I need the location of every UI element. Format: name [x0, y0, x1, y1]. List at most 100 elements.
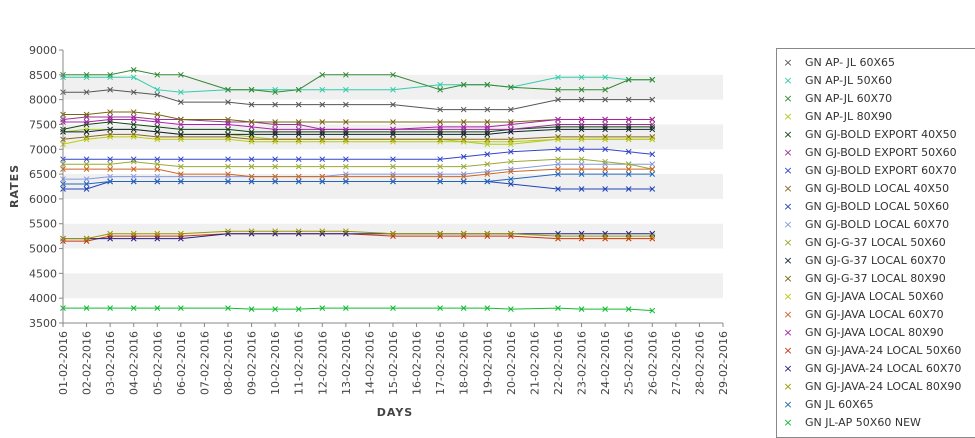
legend-label: GN GJ-BOLD EXPORT 50X60	[805, 145, 957, 159]
data-point	[272, 163, 278, 170]
series-line	[63, 158, 653, 170]
legend-item: × GN AP-JL 60X70	[783, 89, 892, 107]
data-point	[437, 156, 443, 163]
data-point	[272, 119, 278, 125]
data-point	[248, 119, 255, 125]
data-point	[107, 86, 113, 93]
data-point	[437, 305, 443, 311]
legend-label: GN GJ-JAVA-24 LOCAL 80X90	[805, 379, 962, 393]
data-point	[272, 121, 278, 128]
data-point	[390, 178, 396, 185]
data-point	[130, 305, 137, 311]
data-point	[295, 230, 302, 237]
data-point	[649, 166, 656, 172]
data-point	[437, 129, 443, 135]
data-point	[602, 186, 608, 192]
data-point	[602, 124, 608, 130]
y-tick-label: 3500	[29, 317, 57, 330]
data-point	[319, 163, 326, 170]
x-tick-label: 01-02-2016	[57, 331, 70, 395]
data-point	[343, 305, 349, 311]
legend-label: GN JL-AP 50X60 NEW	[805, 415, 921, 429]
data-point	[484, 124, 491, 130]
data-point	[625, 126, 632, 133]
data-point	[555, 146, 561, 153]
data-point	[390, 171, 396, 177]
x-tick-label: 09-02-2016	[246, 331, 259, 395]
data-point	[154, 173, 161, 180]
data-point	[107, 178, 113, 185]
x-tick-label: 21-02-2016	[528, 331, 541, 395]
data-point	[83, 129, 90, 135]
x-tick-label: 13-02-2016	[340, 331, 353, 395]
legend-label: GN AP- JL 60X65	[805, 55, 896, 69]
legend-marker-icon: ×	[783, 343, 793, 357]
data-point	[295, 101, 302, 108]
data-point	[295, 173, 302, 180]
data-point	[460, 171, 467, 177]
data-point	[272, 173, 278, 180]
legend-item: × GN GJ-JAVA-24 LOCAL 50X60	[783, 341, 961, 359]
series-line	[63, 230, 653, 240]
data-point	[602, 121, 608, 128]
data-point	[555, 171, 561, 177]
data-point	[484, 233, 491, 239]
data-point	[578, 235, 585, 242]
x-tick-label: 07-02-2016	[198, 331, 211, 395]
data-point	[130, 233, 137, 239]
data-point	[460, 136, 467, 143]
data-point	[154, 166, 161, 172]
y-tick-label: 9000	[29, 44, 57, 57]
data-point	[578, 166, 585, 172]
data-point	[319, 136, 326, 143]
data-point	[484, 126, 491, 133]
data-point	[248, 228, 255, 235]
data-point	[319, 71, 326, 78]
data-point	[460, 233, 467, 239]
data-point	[107, 161, 113, 168]
series-markers	[60, 67, 656, 314]
data-point	[460, 129, 467, 135]
data-point	[484, 168, 491, 175]
data-point	[130, 89, 137, 96]
x-tick-label: 02-02-2016	[81, 331, 94, 395]
x-tick-label: 26-02-2016	[646, 331, 659, 395]
data-point	[178, 126, 184, 133]
data-point	[319, 101, 326, 108]
series-line	[63, 173, 653, 185]
data-point	[319, 230, 326, 237]
x-tick-label: 28-02-2016	[693, 331, 706, 395]
legend-item: × GN GJ-BOLD EXPORT 60X70	[783, 161, 956, 179]
data-point	[130, 166, 137, 172]
data-point	[248, 156, 255, 163]
data-point	[130, 121, 137, 128]
data-point	[295, 138, 302, 145]
data-point	[248, 136, 255, 143]
data-point	[178, 131, 184, 138]
data-point	[83, 176, 90, 182]
data-point	[649, 151, 656, 158]
series-lines	[62, 69, 653, 312]
legend-item: × GN GJ-JAVA LOCAL 50X60	[783, 287, 943, 305]
data-point	[508, 136, 514, 143]
data-point	[437, 230, 443, 237]
data-point	[178, 230, 184, 237]
data-point	[649, 76, 656, 83]
data-point	[484, 136, 491, 143]
data-point	[248, 173, 255, 180]
data-point	[508, 121, 514, 128]
plot-band	[63, 273, 723, 299]
data-point	[130, 109, 137, 115]
data-point	[107, 230, 113, 237]
y-tick-label: 7500	[29, 118, 57, 131]
data-point	[508, 233, 514, 239]
data-point	[107, 71, 113, 78]
data-point	[130, 67, 137, 73]
data-point	[154, 156, 161, 163]
data-point	[295, 178, 302, 185]
data-point	[178, 134, 184, 140]
data-point	[437, 131, 443, 138]
data-point	[578, 116, 585, 123]
x-tick-label: 24-02-2016	[599, 331, 612, 395]
data-point	[343, 173, 349, 180]
